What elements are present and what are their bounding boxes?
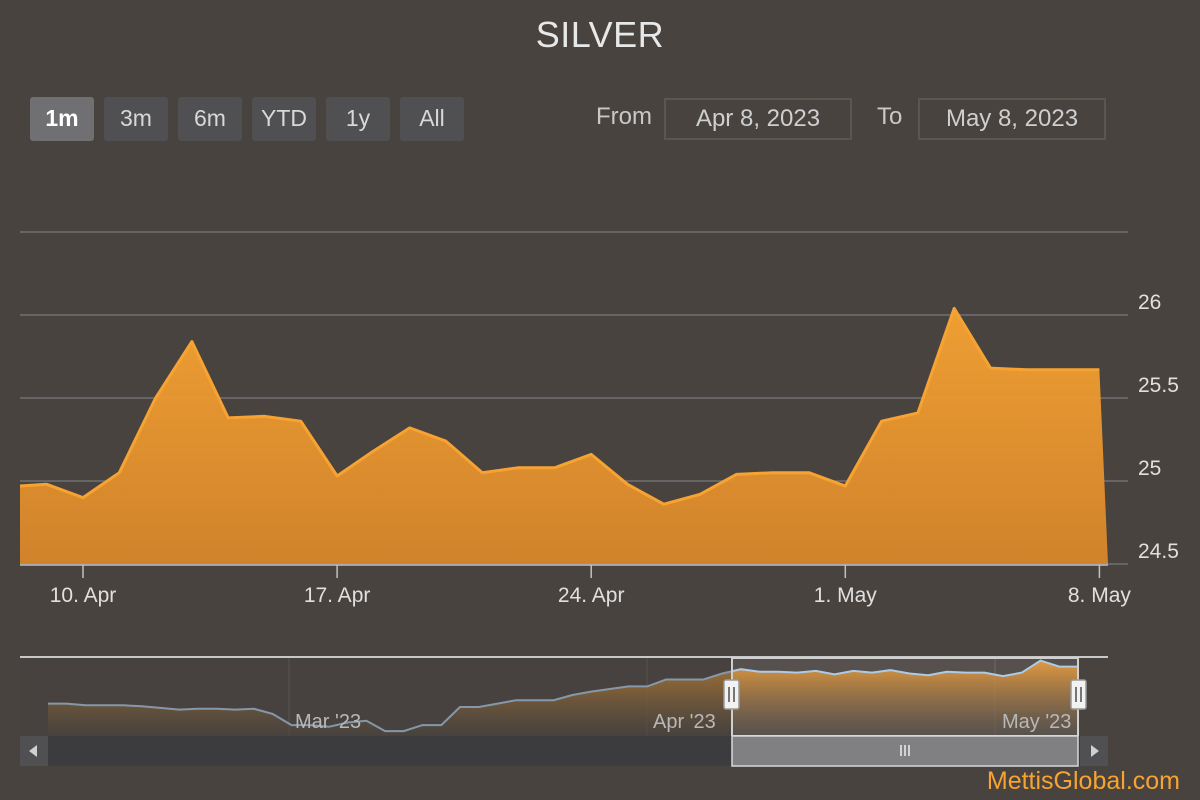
series-silver	[19, 306, 1108, 564]
x-tick-label: 1. May	[814, 584, 878, 607]
navigator-selected-window[interactable]	[731, 657, 1079, 737]
navigator-unselected-mask	[20, 658, 732, 736]
x-tick-label: 10. Apr	[50, 584, 117, 607]
navigator[interactable]: Mar '23 Apr '23 May '23	[20, 656, 1108, 737]
y-tick-label: 25	[1138, 457, 1161, 480]
chevron-right-icon	[1091, 745, 1099, 757]
range-button-6m[interactable]: 6m	[178, 97, 242, 141]
grip-icon	[900, 745, 910, 756]
navigator-label: Mar '23	[295, 711, 361, 733]
range-button-all[interactable]: All	[400, 97, 464, 141]
navigator-label: May '23	[1002, 711, 1071, 733]
navigator-line	[48, 659, 1078, 733]
credits-link[interactable]: MettisGlobal.com	[986, 767, 1180, 795]
y-tick-label: 25.5	[1138, 374, 1179, 397]
chevron-left-icon	[29, 745, 37, 757]
chart-title: SILVER	[535, 14, 665, 55]
navigator-label: Apr '23	[653, 711, 716, 733]
series-area-fill	[20, 308, 1108, 564]
x-axis: 10. Apr 17. Apr 24. Apr 1. May 8. May	[20, 564, 1132, 607]
to-label: To	[877, 103, 903, 130]
series-line	[19, 306, 1100, 506]
y-tick-label: 26	[1138, 291, 1161, 314]
range-button-1m[interactable]: 1m	[30, 97, 94, 141]
navigator-series	[48, 659, 1078, 736]
y-tick-label: 24.5	[1138, 540, 1179, 563]
from-label: From	[596, 103, 652, 130]
y-axis: 24.5 25 25.5 26	[1138, 291, 1179, 563]
navigator-axis-labels: Mar '23 Apr '23 May '23	[295, 711, 1071, 733]
to-date-input[interactable]: May 8, 2023	[918, 98, 1106, 140]
x-tick-label: 24. Apr	[558, 584, 625, 607]
navigator-left-handle[interactable]	[723, 679, 740, 710]
range-button-ytd[interactable]: YTD	[252, 97, 316, 141]
x-tick-label: 17. Apr	[304, 584, 371, 607]
navigator-right-handle[interactable]	[1070, 679, 1087, 710]
range-button-3m[interactable]: 3m	[104, 97, 168, 141]
from-date-input[interactable]: Apr 8, 2023	[664, 98, 852, 140]
range-button-1y[interactable]: 1y	[326, 97, 390, 141]
scrollbar[interactable]	[20, 735, 1108, 767]
x-tick-label: 8. May	[1068, 584, 1132, 607]
